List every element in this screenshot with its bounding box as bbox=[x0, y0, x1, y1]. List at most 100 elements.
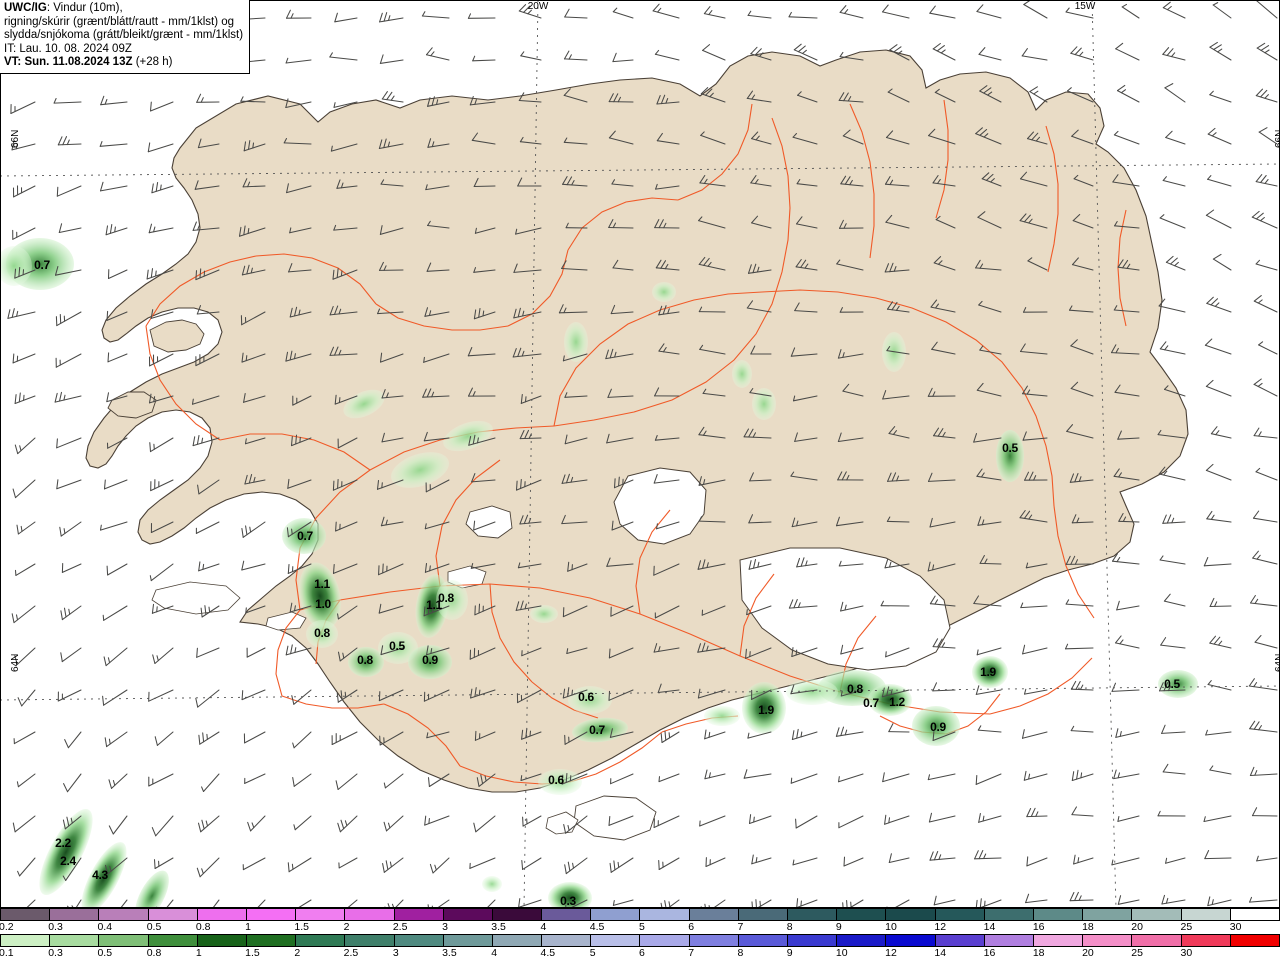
wind-barb bbox=[424, 307, 450, 317]
wind-barb bbox=[519, 429, 542, 440]
wind-barb bbox=[57, 136, 82, 146]
wind-barb bbox=[797, 91, 818, 103]
wind-barb bbox=[332, 563, 358, 574]
wind-barb bbox=[120, 899, 128, 908]
colorbar-tick-label: 14 bbox=[983, 921, 996, 933]
wind-barb bbox=[195, 268, 220, 281]
wind-barb bbox=[518, 92, 542, 103]
wind-barb bbox=[790, 684, 818, 695]
wind-barb bbox=[927, 561, 956, 572]
wind-barb bbox=[698, 306, 726, 313]
wind-barb bbox=[1253, 295, 1278, 313]
wind-barb bbox=[108, 773, 128, 789]
wind-barb bbox=[1026, 131, 1048, 145]
wind-barb bbox=[886, 345, 910, 355]
wind-barb bbox=[241, 352, 266, 363]
wind-barb bbox=[1162, 47, 1186, 61]
wind-barb bbox=[1117, 259, 1140, 271]
wind-barb bbox=[698, 516, 726, 523]
wind-barb bbox=[1026, 807, 1048, 818]
colorbar-tick-label: 7 bbox=[737, 921, 744, 933]
wind-barb bbox=[794, 302, 818, 313]
wind-barb bbox=[1071, 129, 1094, 145]
wind-barb bbox=[292, 773, 312, 787]
wind-barb bbox=[975, 773, 1002, 785]
colorbar-tick-label: 0.8 bbox=[195, 921, 211, 933]
wind-barb bbox=[197, 479, 220, 495]
colorbar-swatch bbox=[1033, 909, 1084, 920]
wind-barb bbox=[148, 223, 174, 234]
wind-barb bbox=[380, 179, 404, 187]
wind-barb bbox=[702, 44, 726, 61]
wind-barb bbox=[378, 563, 404, 576]
wind-barb bbox=[933, 256, 956, 271]
wind-barb bbox=[474, 227, 496, 234]
wind-barb bbox=[610, 304, 634, 315]
colorbar-tick-label: 20 bbox=[1082, 947, 1094, 959]
map-canvas[interactable]: 20W 15W 66N 66N 64N 64N 0.7 0.7 1.1 1.0 0.8 0… bbox=[0, 0, 1280, 908]
wind-barb bbox=[429, 857, 450, 874]
wind-barb bbox=[151, 603, 174, 614]
colorbar-swatch bbox=[1, 909, 51, 920]
colorbar-swatch bbox=[1181, 909, 1231, 920]
colorbar-tick-label: 1.5 bbox=[294, 921, 309, 933]
wind-barb bbox=[293, 815, 312, 831]
wind-barb bbox=[1065, 555, 1094, 565]
colorbar-tick-label: 1.5 bbox=[245, 947, 260, 959]
header-line-model: UWC/IG: Vindur (10m), bbox=[4, 2, 243, 16]
wind-barb bbox=[927, 387, 956, 397]
header-line-rain: rigning/skúrir (grænt/blátt/rautt - mm/1… bbox=[4, 15, 235, 28]
colorbar-swatch bbox=[984, 909, 1034, 920]
colorbar-tick-label: 0.3 bbox=[48, 921, 63, 933]
wind-barb bbox=[978, 47, 1002, 61]
wind-barb bbox=[1204, 849, 1232, 860]
wind-barb bbox=[54, 391, 82, 403]
wind-barb bbox=[333, 101, 358, 108]
wind-barb bbox=[838, 815, 864, 829]
wind-barb bbox=[1157, 810, 1186, 817]
wind-barb bbox=[329, 305, 358, 316]
colorbar-swatch bbox=[50, 935, 100, 946]
wind-barb bbox=[1019, 171, 1048, 187]
wind-barb bbox=[285, 98, 312, 109]
wind-barb bbox=[58, 223, 82, 234]
colorbar-swatch bbox=[886, 935, 936, 946]
wind-barb bbox=[795, 815, 818, 829]
wind-barb bbox=[979, 85, 1002, 103]
wind-barb bbox=[974, 849, 1002, 860]
wind-barb bbox=[423, 431, 450, 442]
colorbar-swatch bbox=[197, 909, 247, 920]
wind-barb bbox=[244, 773, 266, 784]
wind-barb bbox=[291, 689, 312, 705]
wind-barb bbox=[99, 141, 128, 147]
colorbar-swatch bbox=[1, 935, 51, 946]
wind-barb bbox=[1165, 130, 1186, 145]
wind-barb bbox=[1022, 307, 1048, 313]
wind-barb bbox=[610, 773, 634, 785]
wind-barb bbox=[334, 12, 358, 23]
colorbar-tick-label: 4 bbox=[540, 921, 547, 933]
colorbar-bottom-strip[interactable] bbox=[0, 934, 1280, 947]
wind-barb bbox=[1025, 562, 1048, 569]
wind-barb bbox=[837, 349, 864, 359]
wind-barb bbox=[657, 683, 680, 694]
wind-barb bbox=[1019, 343, 1048, 355]
wind-barb bbox=[1203, 815, 1232, 823]
wind-barb bbox=[698, 426, 726, 439]
colorbar-tick-label: 4.5 bbox=[540, 947, 556, 959]
wind-barb bbox=[835, 516, 864, 527]
wind-barb bbox=[746, 605, 772, 616]
colorbar-tick-label: 0.3 bbox=[48, 947, 63, 959]
wind-barb bbox=[14, 647, 36, 665]
colorbar-swatch bbox=[1132, 935, 1182, 946]
wind-barb bbox=[791, 728, 818, 741]
wind-barb bbox=[1249, 896, 1278, 903]
wind-barb bbox=[656, 521, 680, 530]
wind-barb bbox=[795, 216, 818, 229]
wind-barb bbox=[154, 731, 174, 746]
wind-barb bbox=[285, 350, 312, 362]
wind-barb bbox=[842, 383, 864, 397]
wind-barb bbox=[1022, 431, 1048, 441]
colorbar-top-strip[interactable] bbox=[0, 908, 1280, 921]
